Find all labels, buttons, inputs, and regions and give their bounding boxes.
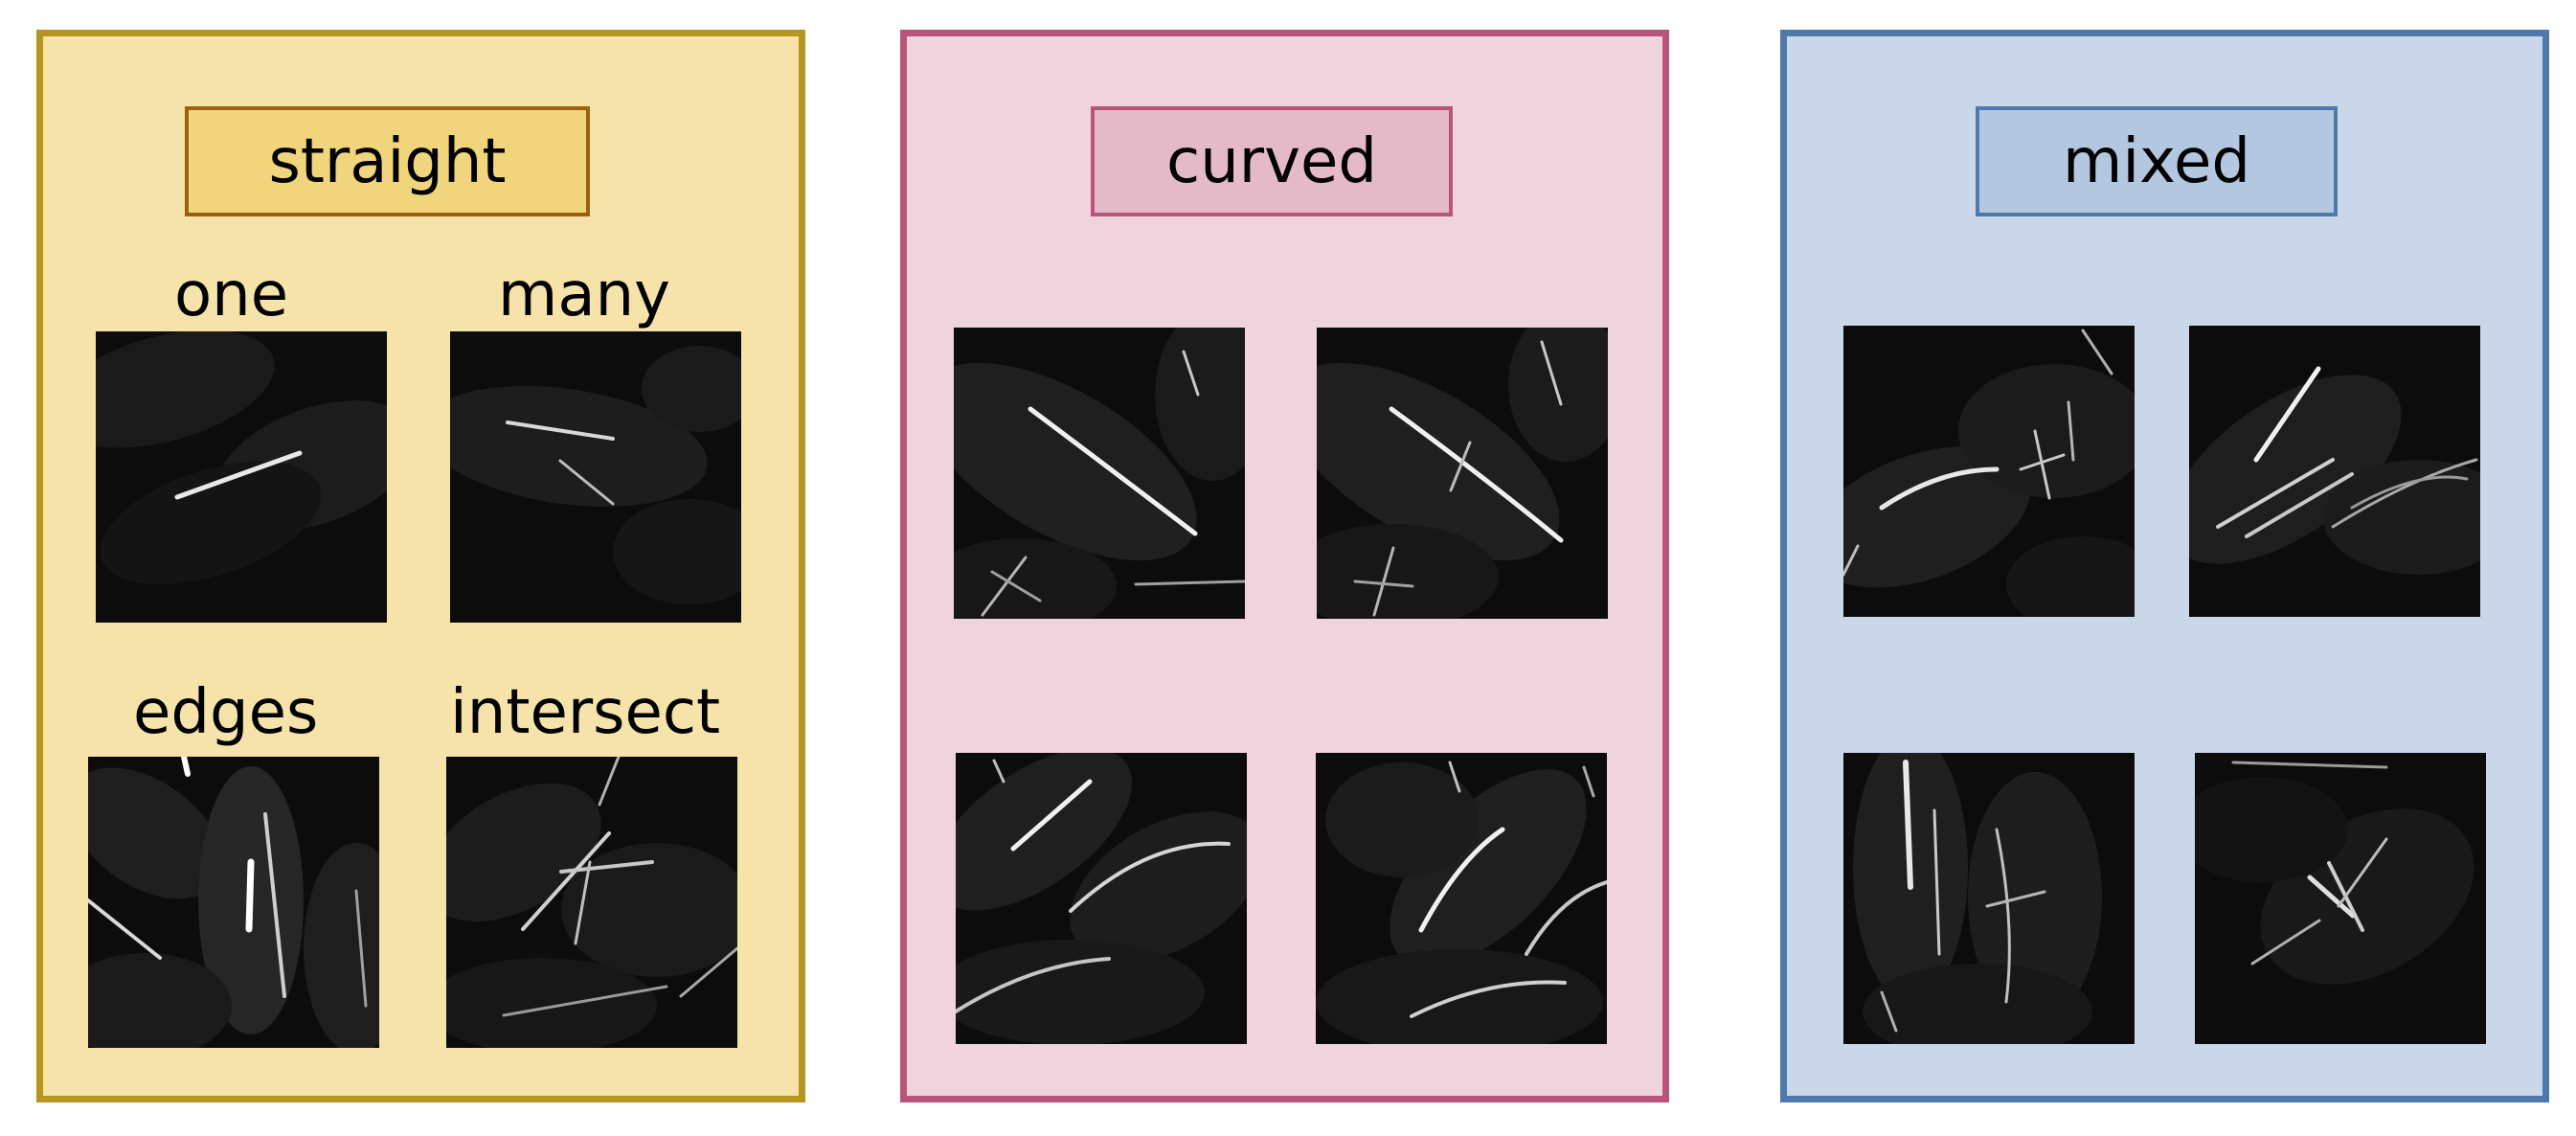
sublabel-one: one [174,260,289,330]
sublabel-intersect: intersect [450,677,721,748]
label-straight: straight [185,106,590,216]
microscopy-image-edges [88,757,379,1048]
microscopy-image-mixed-2 [2189,326,2480,617]
microscopy-image-curved-4 [1316,753,1607,1044]
microscopy-image-curved-3 [956,753,1247,1044]
microscopy-image-intersect [446,757,737,1048]
microscopy-image-mixed-3 [1843,753,2135,1044]
microscopy-image-curved-2 [1317,328,1608,619]
sublabel-many: many [498,260,670,330]
microscopy-image-mixed-1 [1843,326,2135,617]
label-curved: curved [1091,106,1453,216]
label-mixed: mixed [1976,106,2338,216]
sublabel-edges: edges [133,677,319,748]
microscopy-image-one [96,331,387,623]
microscopy-image-mixed-4 [2195,753,2486,1044]
microscopy-image-curved-1 [954,328,1245,619]
microscopy-image-many [450,331,741,623]
